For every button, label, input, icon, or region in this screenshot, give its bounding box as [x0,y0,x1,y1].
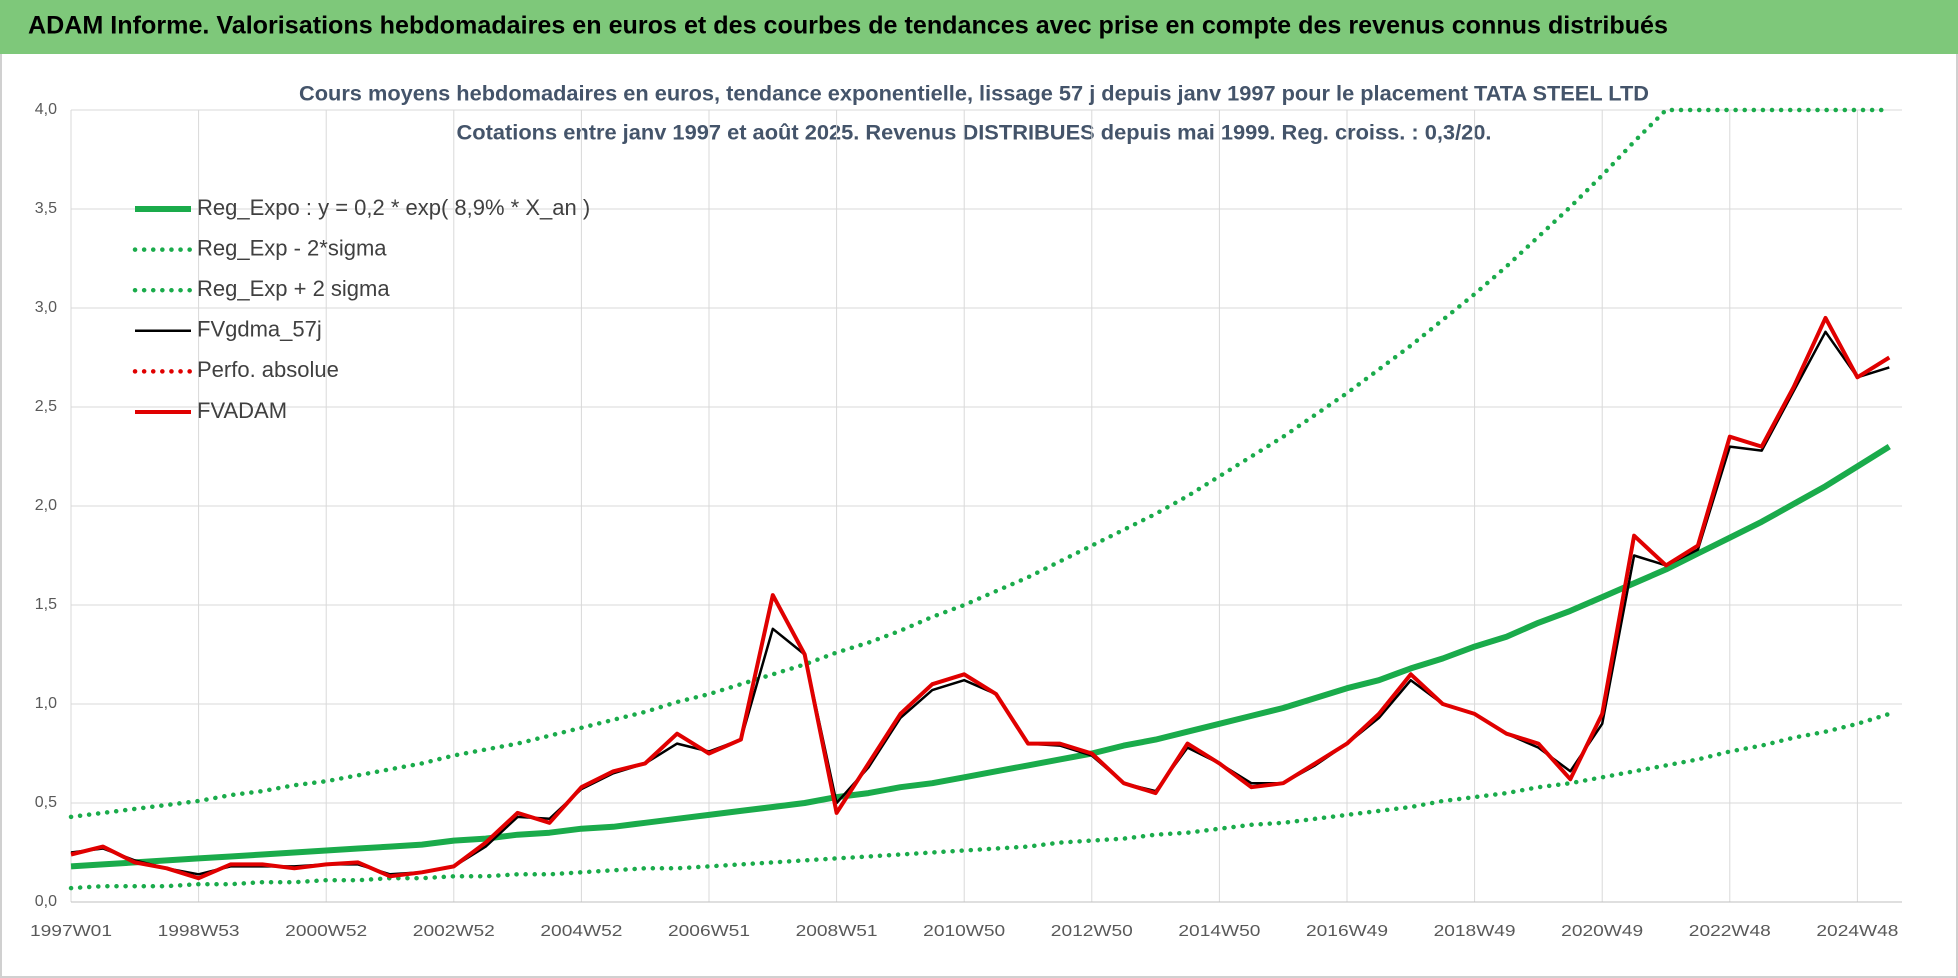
series-line [70,315,1891,881]
x-tick-label: 2004W52 [540,923,622,940]
x-tick-label: 2002W52 [413,923,495,940]
x-tick-label: 2008W51 [796,923,878,940]
x-tick-label: 2018W49 [1434,923,1516,940]
x-tick-label: 2020W49 [1561,923,1643,940]
y-tick-label: 1,0 [35,695,57,712]
y-tick-label: 0,5 [35,794,57,811]
x-tick-label: 2016W49 [1306,923,1388,940]
x-tick-label: 2024W48 [1816,923,1898,940]
plot [68,107,1892,891]
header-bar [0,0,1958,54]
x-tick-label: 2010W50 [923,923,1005,940]
x-tick-label: 2006W51 [668,923,750,940]
legend: Reg_Expo : y = 0,2 * exp( 8,9% * X_an ) R… [132,195,590,423]
series-line [70,444,1891,870]
legend-label: Perfo. absolue [197,357,339,382]
legend-label: Reg_Exp - 2*sigma [197,235,387,260]
y-tick-label: 2,0 [35,497,57,514]
y-tick-label: 2,5 [35,398,57,415]
legend-label: Reg_Expo : y = 0,2 * exp( 8,9% * X_an ) [197,195,590,220]
grid: 0,0 0,5 1,0 1,5 2,0 2,5 3,0 3,5 4,0 1997W01 1998W5… [30,101,1902,940]
x-tick-label: 1998W53 [158,923,240,940]
legend-label: FVADAM [197,398,287,423]
chart-title: Cours moyens hebdomadaires en euros, ten… [299,83,1649,106]
legend-label: FVgdma_57j [197,317,322,342]
legend-label: Reg_Exp + 2 sigma [197,276,390,301]
y-tick-label: 4,0 [35,101,57,118]
x-tick-label: 2014W50 [1178,923,1260,940]
y-tick-label: 3,5 [35,200,57,217]
y-tick-label: 3,0 [35,299,57,316]
series-line [68,107,1892,820]
y-tick-label: 0,0 [35,893,57,910]
chart-subtitle: Cotations entre janv 1997 et août 2025. … [457,122,1492,145]
x-tick-label: 2022W48 [1689,923,1771,940]
x-tick-label: 2012W50 [1051,923,1133,940]
page-title: ADAM Informe. Valorisations hebdomadaire… [28,12,1668,40]
series-line [68,711,1892,891]
y-tick-label: 1,5 [35,596,57,613]
x-tick-label: 2000W52 [285,923,367,940]
x-tick-label: 1997W01 [30,923,112,940]
